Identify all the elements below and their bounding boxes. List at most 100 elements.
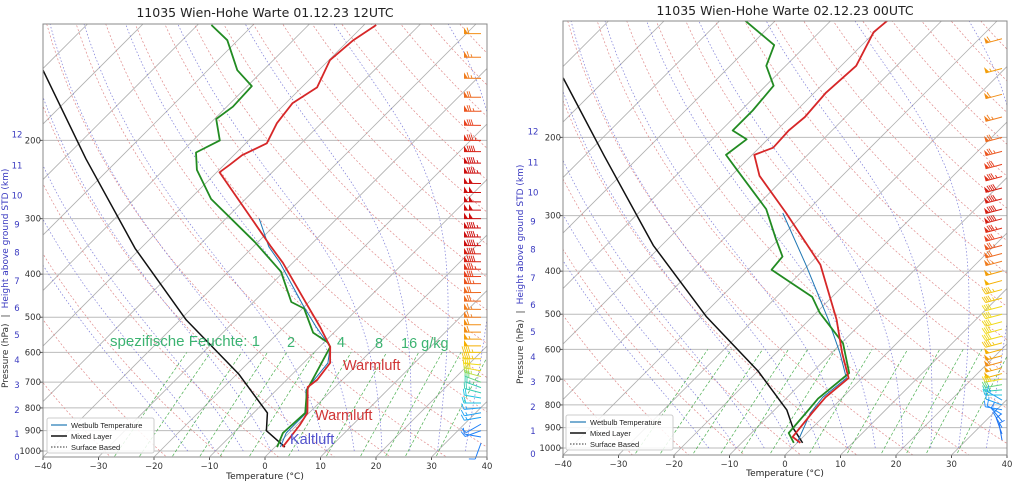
wind-barb [463, 166, 482, 174]
moist-adiabat-line [854, 21, 970, 449]
wind-barb-full [986, 196, 991, 203]
wind-barb-half [476, 159, 479, 164]
wind-barb-full [461, 346, 465, 353]
wind-barb-full [995, 413, 1002, 419]
wind-barb-full [466, 318, 470, 325]
mixing-ratio-line [198, 352, 268, 457]
wind-barb-full [984, 388, 988, 396]
wind-barb-full [983, 312, 988, 319]
isotherm-line [0, 0, 469, 466]
wind-barb-staff [464, 367, 482, 372]
isotherm-line [563, 21, 998, 455]
wind-barb [463, 325, 482, 333]
wind-barb-half [993, 244, 996, 248]
wind-barb [984, 194, 1003, 204]
wind-barb-full [986, 148, 991, 155]
wind-barb [986, 399, 1003, 415]
wind-barb-half [470, 306, 473, 310]
mixing-ratio-line [287, 352, 352, 457]
wind-barb [463, 318, 482, 326]
wind-barb-staff [998, 423, 1003, 441]
wind-barb-staff [985, 270, 1003, 277]
height-tick-label: 1 [14, 430, 19, 440]
wind-barb-full [468, 221, 472, 229]
dry-adiabat-line [567, 21, 914, 455]
wind-barb-full [466, 311, 470, 318]
moist-adiabat-line [604, 21, 848, 449]
wind-barb-full [466, 156, 470, 164]
wind-barb-full [466, 72, 470, 79]
wind-barb-half [476, 233, 479, 238]
wind-barb-full [462, 388, 465, 396]
moist-adiabat-line [563, 259, 710, 449]
isotherm-line [563, 21, 776, 234]
wind-barb-flag [469, 186, 473, 193]
mixing-ratio-line [325, 352, 388, 457]
dry-adiabat-line [46, 24, 392, 457]
isotherm-line [52, 0, 525, 466]
height-tick-label: 3 [530, 378, 535, 388]
wind-barb [463, 239, 482, 247]
wind-barb-flag [984, 366, 990, 373]
wind-barb-half [992, 288, 995, 292]
wind-barb [463, 119, 482, 126]
wind-barb-full [472, 221, 476, 229]
mixing-ratio-line [845, 349, 909, 455]
wind-barb-full [983, 327, 988, 334]
dry-adiabat-line [563, 314, 690, 455]
wind-barb-full [990, 205, 995, 212]
wind-barb-full [470, 119, 474, 126]
wind-barb-full [466, 357, 469, 364]
height-tick-label: 2 [14, 406, 19, 416]
isotherm-line [319, 289, 487, 457]
mixing-ratio-line [691, 349, 763, 455]
wind-barb-full [983, 400, 986, 407]
wind-barb-flag [984, 235, 990, 242]
x-tick-label: 30 [426, 462, 437, 472]
moist-adiabat-line [49, 24, 300, 452]
moist-adiabat-line [563, 90, 793, 449]
x-tick-label: 0 [782, 460, 787, 470]
wind-barb-half [989, 271, 992, 275]
wind-barb-full [987, 286, 992, 293]
wind-barb-full [468, 166, 472, 174]
wind-barb [463, 263, 482, 270]
background-lines [43, 24, 487, 457]
wind-barb-flag [464, 27, 468, 34]
wind-barb-staff [985, 328, 1003, 334]
dry-adiabat-line [563, 99, 858, 455]
wind-barb-flag [984, 259, 990, 266]
wind-barb [984, 205, 1003, 214]
pressure-tick-label: 400 [25, 270, 41, 280]
wind-barb-full [988, 233, 993, 240]
warm-air-label-upper: Warmluft [343, 358, 400, 374]
wind-barb-full [468, 134, 472, 141]
wind-barb [462, 357, 482, 366]
wind-barb-full [472, 156, 476, 164]
wind-barb [463, 91, 482, 98]
mixing-ratio-line [808, 349, 873, 455]
wind-barb-half [474, 266, 477, 270]
wind-barb-flag [464, 51, 468, 58]
wind-barb-full [466, 325, 470, 333]
dry-adiabat-line [459, 24, 487, 54]
wind-barb-staff [985, 227, 1003, 233]
wind-barb-half [472, 108, 475, 112]
height-tick-label: 2 [530, 403, 535, 413]
moist-adiabat-line [43, 95, 272, 452]
isotherm-line [208, 178, 487, 457]
wind-barb [998, 419, 1005, 441]
wind-barb-full [468, 255, 472, 262]
wind-barb-full [988, 250, 993, 257]
x-axis-label: Temperature (°C) [745, 469, 824, 479]
wind-barb-full [986, 234, 991, 241]
wind-barb [981, 340, 1003, 348]
wind-barb-flag [464, 263, 468, 270]
wind-barb [463, 156, 482, 164]
wind-barb-full [470, 255, 474, 262]
wind-barb-flag [984, 149, 990, 156]
height-tick-label: 7 [14, 277, 19, 287]
wind-barb-full [990, 195, 995, 202]
